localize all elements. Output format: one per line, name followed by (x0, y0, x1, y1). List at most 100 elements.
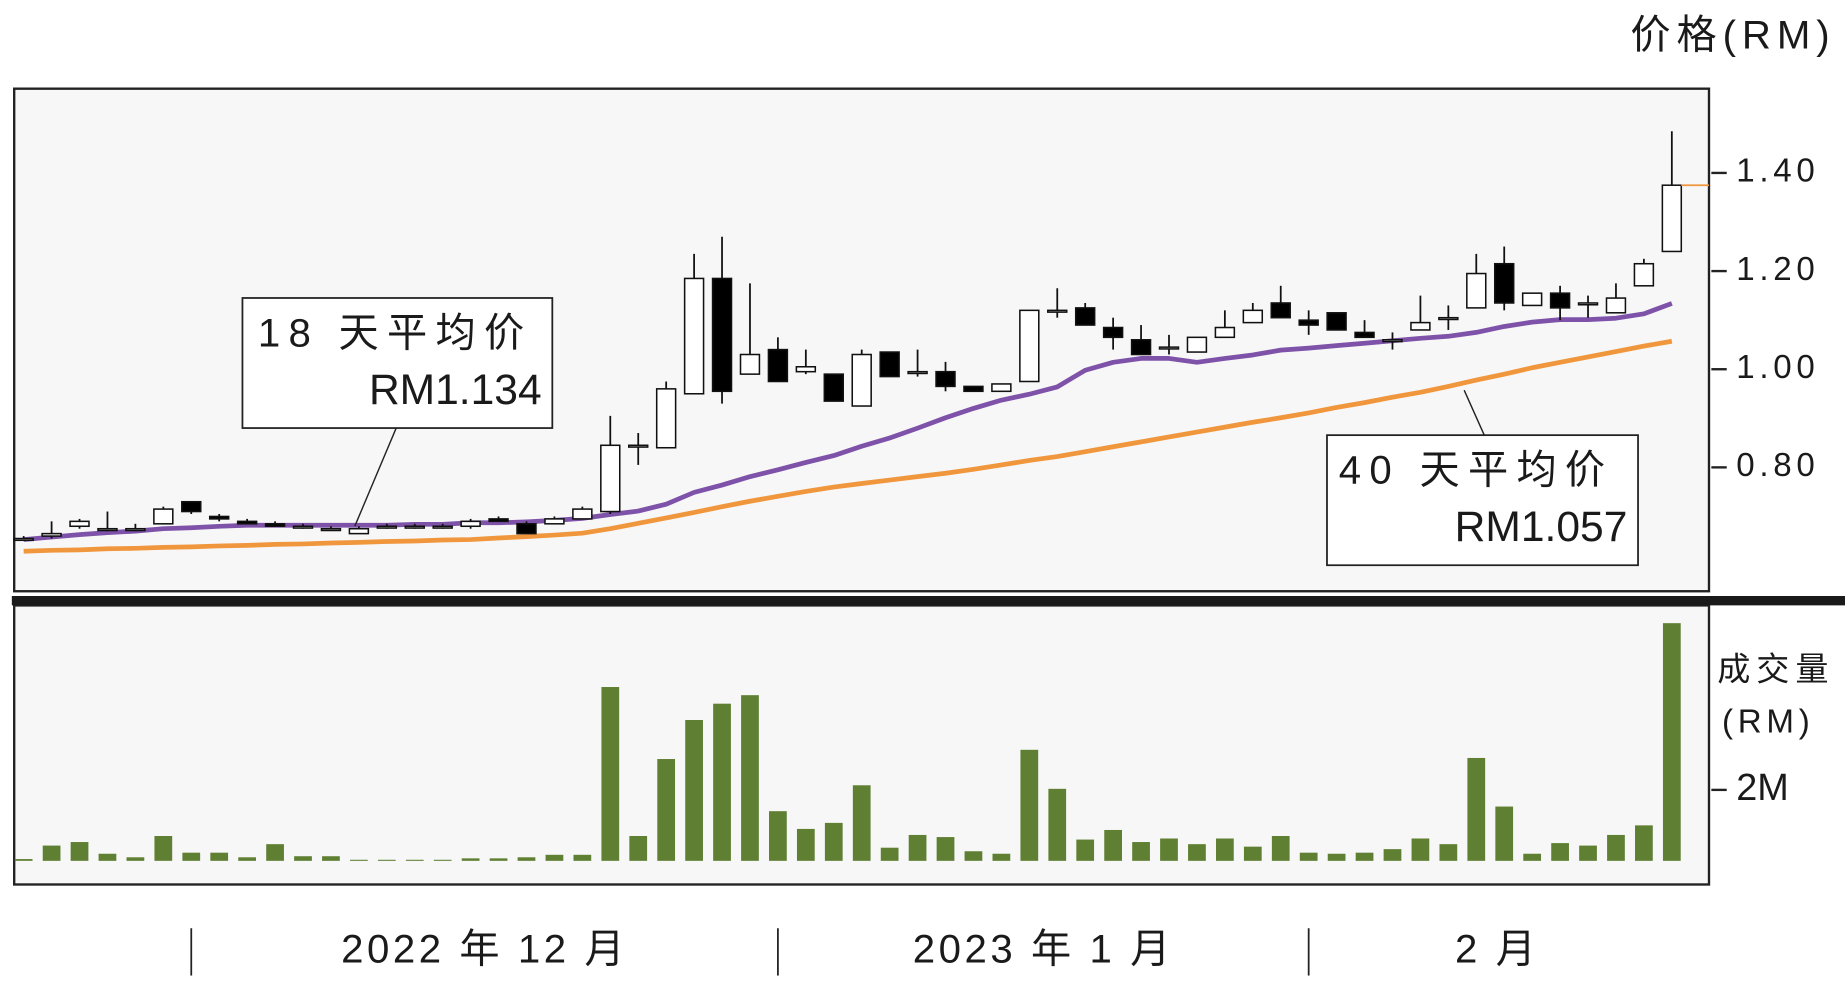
volume-bar (573, 854, 592, 861)
volume-bar (1495, 806, 1514, 861)
candle-body (1326, 312, 1347, 331)
candle-body (1130, 339, 1152, 356)
volume-bar (350, 859, 368, 861)
candle-body (935, 370, 956, 388)
volume-bar (713, 703, 731, 861)
candle-body (264, 523, 286, 528)
candle-body (1549, 292, 1571, 309)
volume-bar (1076, 839, 1095, 861)
candle-body (1242, 309, 1264, 324)
y-tick-label: 1.40 (1736, 153, 1819, 190)
volume-bar (1662, 623, 1681, 861)
y-tick-label: 1.00 (1736, 349, 1819, 386)
volume-bar (210, 852, 229, 861)
volume-bar (238, 857, 257, 861)
volume-bar (1439, 844, 1458, 861)
annotation-value: RM1.134 (369, 366, 542, 414)
candle-body (1633, 262, 1655, 287)
candle-body (69, 520, 90, 528)
volume-bar (1523, 853, 1542, 861)
volume-bar (433, 859, 452, 861)
volume-bar (1020, 749, 1039, 861)
candle-body (1354, 331, 1375, 339)
price-axis-title: 价格(RM) (1630, 12, 1835, 57)
plot: 1.40 1.20 1.00 0.80 2M 2022 年 12 月 2023 年 1 月 2… (13, 131, 1819, 976)
volume-bar (1271, 836, 1290, 861)
candle-body (1158, 346, 1180, 350)
moving-average-line (23, 338, 1673, 554)
x-group-label: 2022 年 12 月 (341, 927, 628, 972)
candle-body (963, 385, 984, 393)
volume-bar (294, 856, 312, 861)
y-tick-label: 2M (1736, 767, 1789, 809)
candle-body (181, 500, 202, 513)
volume-bar (14, 859, 33, 861)
volume-bar (1243, 846, 1262, 861)
candle-body (1438, 316, 1459, 321)
candle-body (991, 383, 1012, 393)
volume-bar (98, 853, 117, 861)
volume-bar (1467, 757, 1486, 861)
y-tick-label: 0.80 (1736, 447, 1819, 484)
volume-bar (377, 859, 396, 861)
candle-body (1493, 262, 1515, 304)
candle-body (851, 353, 872, 407)
volume-bar (182, 852, 201, 861)
volume-bar (1132, 842, 1150, 861)
volume-bar (517, 857, 536, 861)
volume-bar (936, 837, 955, 861)
candle-body (125, 527, 146, 532)
candle-body (1047, 309, 1068, 313)
candle-body (376, 525, 398, 529)
volume-bar (489, 858, 508, 861)
annotation-label: 40 天平均价 (1339, 448, 1614, 493)
volume-bar (70, 842, 89, 861)
candle-body (1298, 319, 1319, 326)
candle-body (767, 348, 789, 383)
volume-bar (796, 828, 815, 861)
volume-bar (629, 836, 648, 861)
volume-bar (1411, 838, 1430, 861)
candle-body (795, 366, 817, 373)
volume-bar (852, 785, 871, 861)
volume-bar (1327, 853, 1346, 861)
volume-bar (126, 857, 145, 861)
annotation-leader (1463, 389, 1485, 436)
candle-body (460, 520, 481, 528)
candle-body (600, 444, 621, 513)
candle-body (208, 515, 230, 520)
candle-body (1074, 307, 1096, 326)
candle-body (292, 525, 314, 529)
annotation-value: RM1.057 (1455, 503, 1628, 551)
candle-body (1102, 326, 1124, 339)
volume-bar (824, 822, 843, 861)
annotation-box (241, 297, 554, 429)
candle-body (1661, 184, 1683, 253)
volume-bar (741, 695, 759, 861)
volume-bar (1551, 843, 1569, 861)
candle-body (627, 444, 649, 448)
volume-bar (1579, 845, 1597, 861)
volume-bar (1160, 838, 1178, 861)
volume-bar (908, 834, 927, 861)
volume-bar (461, 858, 480, 861)
annotation-box (1326, 434, 1639, 567)
candle-body (1382, 339, 1403, 343)
volume-bar (405, 859, 424, 861)
candle-body (739, 353, 761, 375)
volume-bar (685, 720, 703, 861)
x-group-label: 2 月 (1455, 927, 1539, 972)
candle-body (320, 527, 342, 532)
volume-axis-unit: (RM) (1722, 703, 1814, 740)
candle-body (711, 277, 733, 393)
candle-body (41, 532, 62, 537)
volume-bar (1188, 844, 1206, 861)
candle-body (879, 351, 900, 378)
candle-body (488, 518, 509, 523)
volume-bar (266, 844, 284, 861)
candle-body (544, 518, 565, 525)
volume-bar (1048, 788, 1067, 861)
candle-body (13, 537, 34, 542)
